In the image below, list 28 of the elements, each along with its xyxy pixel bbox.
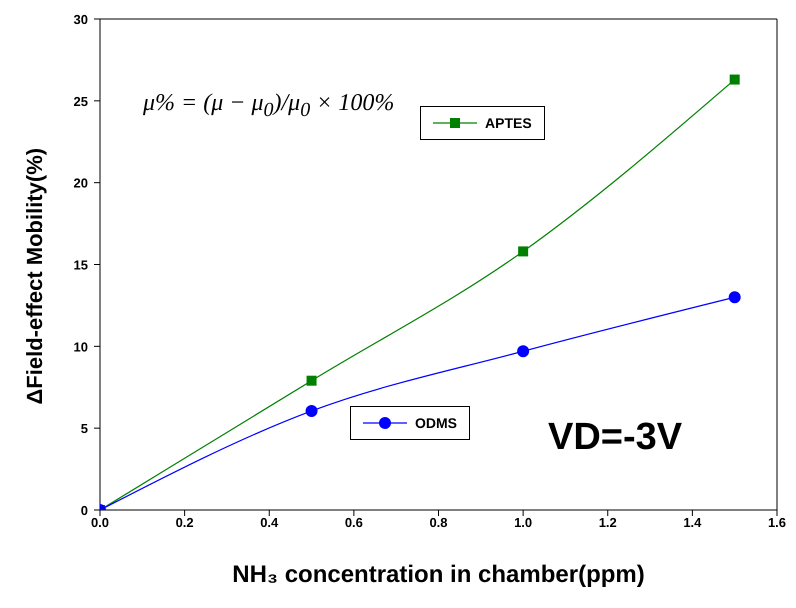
y-tick-label: 5: [80, 421, 88, 436]
y-tick-label: 25: [74, 94, 88, 109]
x-tick-label: 1.6: [768, 515, 786, 530]
annotation: VD=-3V: [548, 416, 682, 459]
x-tick-label: 1.4: [683, 515, 702, 530]
legend-label: APTES: [485, 115, 532, 131]
x-tick-label: 0.4: [260, 515, 280, 530]
y-tick-label: 30: [74, 12, 88, 27]
point: [730, 74, 740, 85]
annotation: μ% = (μ − μ$_{0}$)/μ$_{0}$ × 100%: [143, 90, 394, 122]
point: [306, 404, 318, 417]
y-tick-label: 10: [74, 339, 88, 354]
x-tick-label: 0.2: [176, 515, 194, 530]
x-axis-title: NH₃ concentration in chamber(ppm): [232, 561, 645, 588]
point: [518, 246, 528, 256]
x-tick-label: 1.2: [598, 515, 617, 530]
point: [306, 376, 317, 386]
point: [728, 291, 741, 304]
legend-label: ODMS: [415, 415, 457, 431]
y-tick-label: 0: [80, 503, 88, 518]
x-tick-label: 0.6: [344, 515, 363, 530]
y-tick-label: 15: [74, 258, 88, 272]
x-tick-label: 1.0: [514, 515, 532, 530]
x-tick-label: 0.8: [429, 515, 448, 530]
x-tick-label: 0.0: [90, 515, 110, 530]
y-tick-label: 20: [74, 176, 88, 191]
point: [517, 345, 530, 358]
y-axis-title: ΔField-effect Mobility(%): [22, 148, 47, 404]
